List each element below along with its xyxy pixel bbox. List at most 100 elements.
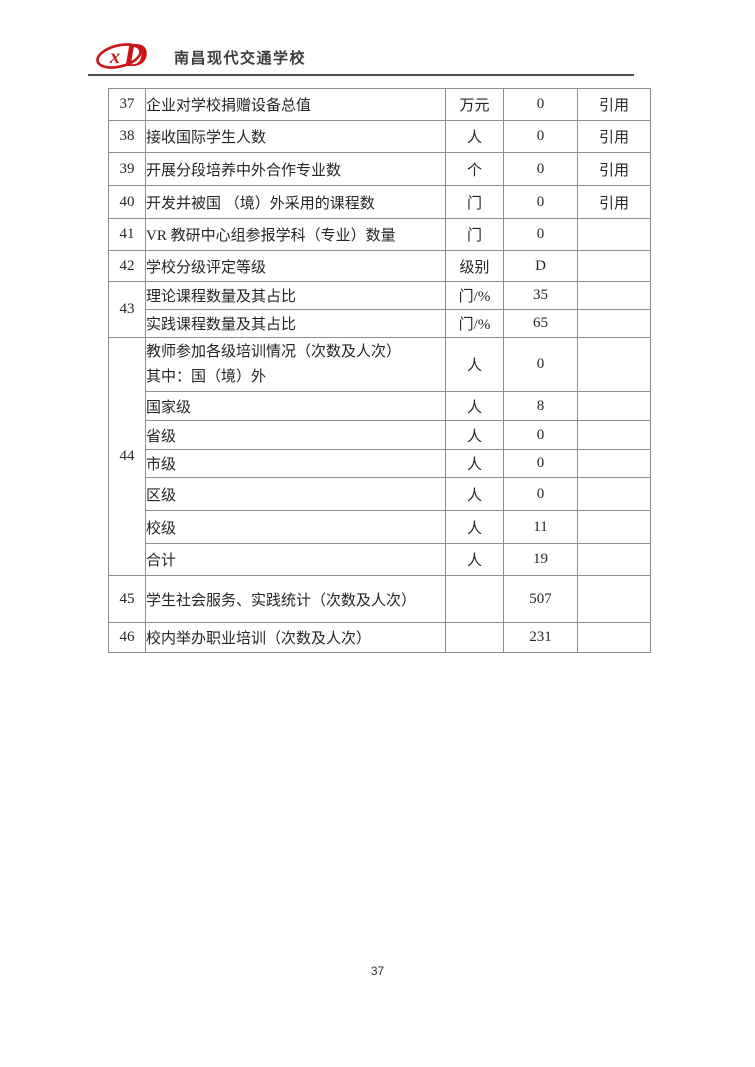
value-cell: 0	[503, 88, 578, 121]
indicator-cell: 开发并被国 （境）外采用的课程数	[145, 185, 446, 219]
remark-cell	[577, 337, 651, 392]
logo-letter-x: x	[109, 46, 120, 68]
table-row: 43 理论课程数量及其占比 门/% 35	[108, 281, 651, 338]
unit-cell: 门	[445, 185, 504, 219]
logo-letter-d: D	[122, 37, 148, 74]
unit-cell: 万元	[445, 88, 504, 121]
row-number-cell: 39	[108, 152, 146, 186]
table-row: 45 学生社会服务、实践统计（次数及人次） 507	[108, 575, 651, 623]
remark-cell: 引用	[577, 120, 651, 153]
value-cell: 0	[503, 449, 578, 478]
indicator-cell: 教师参加各级培训情况（次数及人次） 其中：国（境）外	[145, 337, 446, 392]
indicator-cell: 市级	[145, 449, 446, 478]
row-number-cell: 38	[108, 120, 146, 153]
remark-cell	[577, 250, 651, 282]
unit-cell: 人	[445, 120, 504, 153]
value-cell: 11	[503, 510, 578, 544]
unit-cell: 人	[445, 391, 504, 421]
table-row: 实践课程数量及其占比 门/% 65	[109, 309, 651, 338]
table-row: 40 开发并被国 （境）外采用的课程数 门 0 引用	[108, 185, 651, 219]
indicator-cell: 区级	[145, 477, 446, 511]
row-number-cell: 43	[108, 281, 146, 338]
table-row: 39 开展分段培养中外合作专业数 个 0 引用	[108, 152, 651, 186]
row-number-cell: 45	[108, 575, 146, 623]
remark-cell	[577, 510, 651, 544]
indicator-cell: 接收国际学生人数	[145, 120, 446, 153]
unit-cell: 人	[445, 420, 504, 450]
unit-cell: 人	[445, 510, 504, 544]
indicator-cell: VR 教研中心组参报学科（专业）数量	[145, 218, 446, 251]
row-number-cell: 46	[108, 622, 146, 653]
remark-cell	[577, 449, 651, 478]
unit-cell: 门	[445, 218, 504, 251]
remark-cell	[577, 622, 651, 653]
indicator-cell: 开展分段培养中外合作专业数	[145, 152, 446, 186]
indicator-cell: 校内举办职业培训（次数及人次）	[145, 622, 446, 653]
indicator-cell: 学校分级评定等级	[145, 250, 446, 282]
unit-cell: 人	[445, 449, 504, 478]
table-row: 41 VR 教研中心组参报学科（专业）数量 门 0	[108, 218, 651, 251]
table-row: 38 接收国际学生人数 人 0 引用	[108, 120, 651, 153]
remark-cell	[577, 420, 651, 450]
table-row: 国家级 人 8	[109, 391, 651, 421]
unit-cell: 人	[445, 477, 504, 511]
remark-cell	[577, 391, 651, 421]
table-row: 合计 人 19	[109, 543, 651, 576]
value-cell: D	[503, 250, 578, 282]
table-row: 42 学校分级评定等级 级别 D	[108, 250, 651, 282]
value-cell: 8	[503, 391, 578, 421]
value-cell: 231	[503, 622, 578, 653]
indicator-cell: 合计	[145, 543, 446, 576]
unit-cell: 人	[445, 337, 504, 392]
school-name: 南昌现代交通学校	[174, 50, 307, 67]
indicator-cell: 省级	[145, 420, 446, 450]
row-number-cell: 42	[108, 250, 146, 282]
value-cell: 0	[503, 337, 578, 392]
value-cell: 0	[503, 120, 578, 153]
page-number: 37	[370, 964, 385, 978]
value-cell: 0	[503, 152, 578, 186]
value-cell: 19	[503, 543, 578, 576]
table-row: 44 教师参加各级培训情况（次数及人次） 其中：国（境）外 人 0	[108, 337, 651, 576]
indicator-line-2: 其中：国（境）外	[146, 368, 267, 385]
table-row: 37 企业对学校捐赠设备总值 万元 0 引用	[108, 88, 651, 121]
unit-cell: 级别	[445, 250, 504, 282]
indicator-cell: 校级	[145, 510, 446, 544]
remark-cell	[577, 543, 651, 576]
unit-cell: 人	[445, 543, 504, 576]
indicator-table: 37 企业对学校捐赠设备总值 万元 0 引用 38 接收国际学生人数 人 0 引…	[108, 88, 651, 653]
value-cell: 507	[503, 575, 578, 623]
table-row: 省级 人 0	[109, 420, 651, 450]
school-logo-icon: x D	[94, 33, 170, 75]
unit-cell	[445, 575, 504, 623]
table-row: 区级 人 0	[109, 477, 651, 511]
remark-cell: 引用	[577, 185, 651, 219]
remark-cell	[577, 309, 651, 338]
value-cell: 0	[503, 218, 578, 251]
remark-cell: 引用	[577, 152, 651, 186]
row-number-cell: 37	[108, 88, 146, 121]
indicator-cell: 学生社会服务、实践统计（次数及人次）	[145, 575, 446, 623]
unit-cell: 门/%	[445, 309, 504, 338]
remark-cell	[577, 281, 651, 310]
unit-cell: 个	[445, 152, 504, 186]
remark-cell: 引用	[577, 88, 651, 121]
indicator-cell: 企业对学校捐赠设备总值	[145, 88, 446, 121]
indicator-cell: 理论课程数量及其占比	[145, 281, 446, 310]
value-cell: 0	[503, 420, 578, 450]
unit-cell: 门/%	[445, 281, 504, 310]
row-number-cell: 44	[108, 337, 146, 576]
value-cell: 0	[503, 477, 578, 511]
remark-cell	[577, 575, 651, 623]
indicator-cell: 实践课程数量及其占比	[145, 309, 446, 338]
value-cell: 0	[503, 185, 578, 219]
value-cell: 35	[503, 281, 578, 310]
value-cell: 65	[503, 309, 578, 338]
remark-cell	[577, 218, 651, 251]
header-rule	[88, 74, 634, 76]
remark-cell	[577, 477, 651, 511]
indicator-cell: 国家级	[145, 391, 446, 421]
row-number-cell: 40	[108, 185, 146, 219]
table-row: 校级 人 11	[109, 510, 651, 544]
